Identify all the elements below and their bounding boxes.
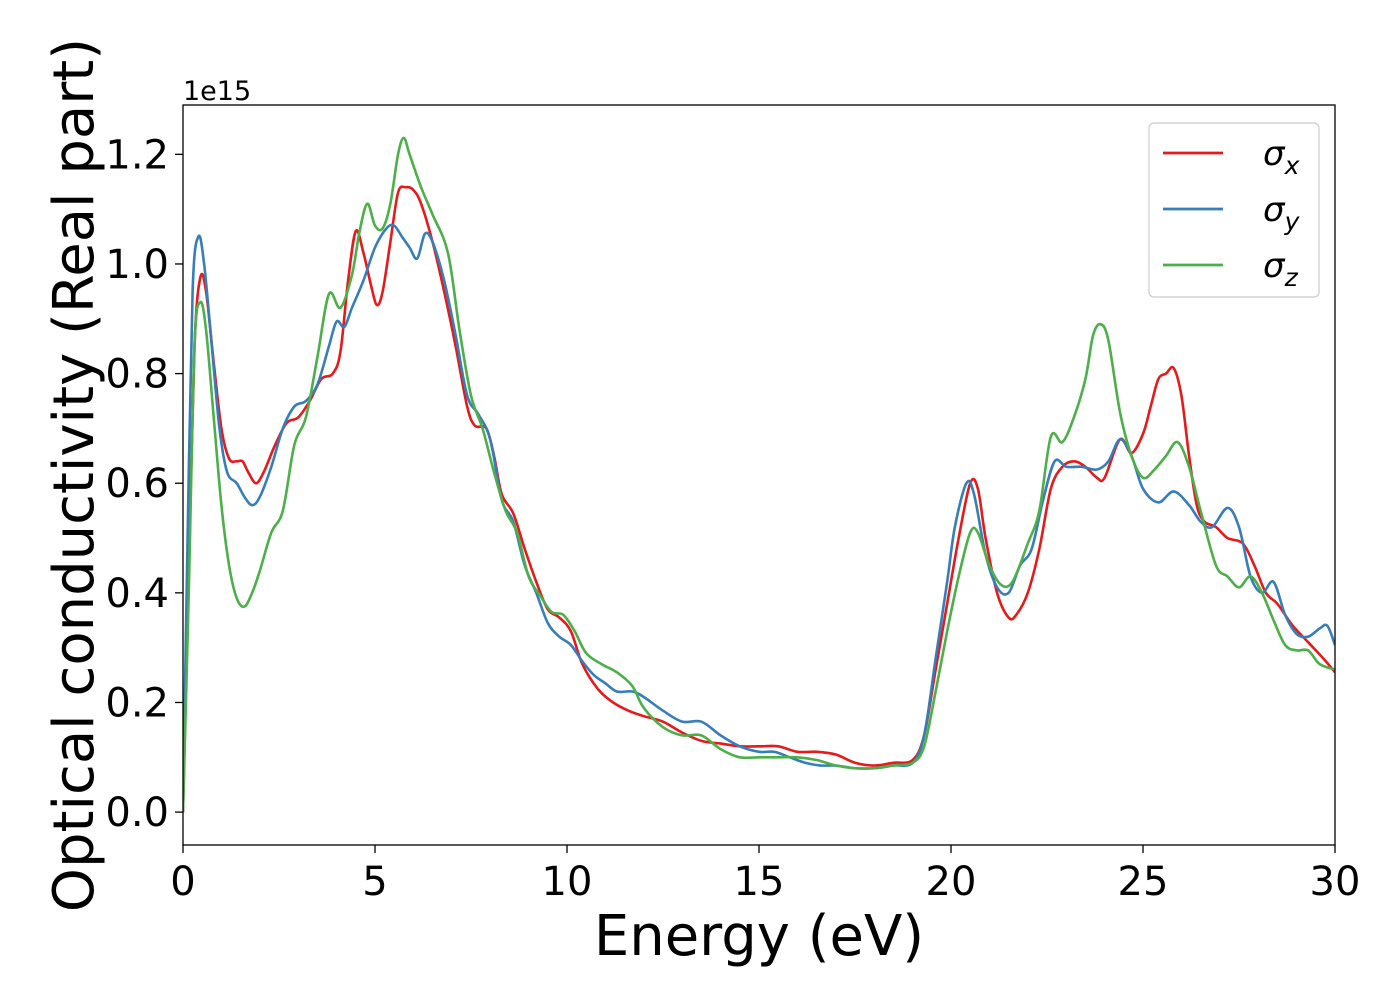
y-tick-label: 0.0 xyxy=(105,790,169,836)
series-line-z xyxy=(183,136,1335,813)
x-axis-title: Energy (eV) xyxy=(594,904,924,969)
y-tick-label: 0.4 xyxy=(105,571,169,617)
legend: σx σy σz xyxy=(1148,122,1320,298)
y-tick-label: 1.0 xyxy=(105,242,169,288)
x-tick-label: 0 xyxy=(170,859,195,905)
x-tick-label: 25 xyxy=(1118,859,1169,905)
x-tick-label: 5 xyxy=(362,859,387,905)
y-tick-label: 0.2 xyxy=(105,680,169,726)
legend-label-y: σy xyxy=(1263,190,1301,236)
legend-label-z: σz xyxy=(1263,246,1299,292)
x-axis: 0 5 10 15 20 25 30 xyxy=(170,845,1360,905)
series-line-x xyxy=(183,185,1335,813)
y-tick-label: 0.8 xyxy=(105,352,169,398)
x-tick-label: 20 xyxy=(926,859,977,905)
y-offset-label: 1e15 xyxy=(183,76,251,107)
x-tick-label: 10 xyxy=(542,859,593,905)
y-axis: 0.0 0.2 0.4 0.6 0.8 1.0 1.2 xyxy=(105,132,183,836)
series-line-y xyxy=(183,223,1335,813)
x-tick-label: 15 xyxy=(734,859,785,905)
y-tick-label: 1.2 xyxy=(105,132,169,178)
series-layer xyxy=(183,136,1335,813)
x-tick-label: 30 xyxy=(1310,859,1361,905)
legend-label-x: σx xyxy=(1263,134,1300,180)
y-tick-label: 0.6 xyxy=(105,461,169,507)
y-axis-title: Optical conductivity (Real part) xyxy=(42,38,107,912)
legend-box xyxy=(1148,122,1320,298)
